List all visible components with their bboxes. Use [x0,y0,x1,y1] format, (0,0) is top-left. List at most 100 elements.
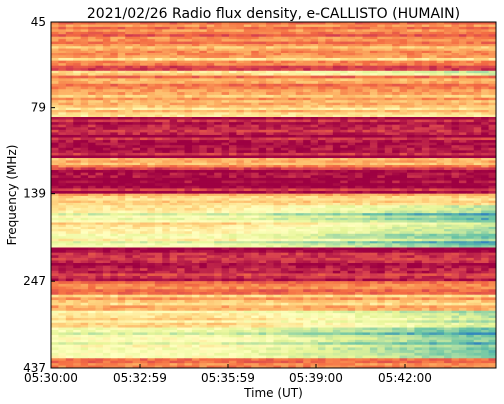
heatmap-cell [125,145,134,149]
heatmap-cell [229,215,238,219]
heatmap-cell [303,83,312,88]
heatmap-cell [347,155,356,159]
heatmap-cell [377,142,386,146]
heatmap-cell [280,92,289,96]
heatmap-cell [206,60,215,64]
heatmap-cell [221,83,230,88]
heatmap-cell [362,92,371,96]
heatmap-cell [429,46,438,50]
heatmap-cell [206,44,215,47]
heatmap-cell [414,65,423,69]
heatmap-cell [369,132,378,136]
heatmap-cell [481,170,490,174]
heatmap-cell [340,46,349,50]
heatmap-cell [199,177,208,182]
heatmap-cell [169,213,178,217]
heatmap-cell [154,63,163,67]
heatmap-cell [147,155,156,159]
heatmap-cell [310,160,319,164]
heatmap-cell [243,29,252,33]
heatmap-cell [318,224,327,228]
heatmap-cell [362,175,371,179]
heatmap-cell [295,41,304,45]
heatmap-cell [451,213,460,217]
heatmap-cell [132,41,141,45]
heatmap-cell [199,92,208,96]
heatmap-cell [377,132,386,136]
heatmap-cell [221,150,230,154]
heatmap-cell [325,34,334,38]
heatmap-cell [147,226,156,230]
heatmap-cell [229,44,238,47]
heatmap-cell [88,57,97,62]
heatmap-cell [191,188,200,192]
heatmap-cell [407,217,416,221]
heatmap-cell [177,29,186,33]
heatmap-cell [102,75,111,79]
heatmap-cell [221,177,230,182]
heatmap-cell [280,70,289,74]
heatmap-cell [199,170,208,174]
heatmap-cell [310,78,319,82]
heatmap-cell [369,50,378,54]
heatmap-cell [332,75,341,79]
heatmap-cell [58,112,67,116]
heatmap-cell [347,205,356,209]
heatmap-cell [251,152,260,157]
heatmap-cell [177,226,186,230]
heatmap-cell [169,162,178,166]
heatmap-cell [473,185,482,190]
heatmap-cell [95,48,104,52]
heatmap-cell [51,145,60,149]
heatmap-cell [65,177,74,182]
heatmap-cell [132,60,141,64]
heatmap-cell [451,34,460,38]
heatmap-cell [473,100,482,104]
heatmap-cell [377,83,386,88]
heatmap-cell [214,145,223,149]
heatmap-cell [362,81,371,85]
heatmap-cell [125,132,134,136]
heatmap-cell [295,55,304,59]
heatmap-cell [140,207,149,212]
heatmap-cell [310,65,319,69]
heatmap-cell [303,92,312,96]
heatmap-cell [318,109,327,113]
heatmap-cell [154,94,163,99]
heatmap-cell [140,63,149,67]
heatmap-cell [58,150,67,154]
heatmap-cell [355,48,364,52]
heatmap-cell [258,222,267,226]
heatmap-cell [214,137,223,141]
heatmap-cell [362,207,371,212]
heatmap-cell [162,134,171,139]
heatmap-cell [125,68,134,72]
heatmap-cell [117,167,126,171]
heatmap-cell [332,224,341,228]
heatmap-cell [177,60,186,64]
heatmap-cell [347,217,356,221]
heatmap-cell [221,217,230,221]
heatmap-cell [177,200,186,204]
heatmap-cell [488,50,496,54]
heatmap-cell [199,48,208,52]
heatmap-cell [51,70,60,74]
heatmap-cell [88,188,97,192]
heatmap-cell [140,107,149,111]
heatmap-cell [80,68,89,72]
heatmap-cell [266,81,275,85]
heatmap-cell [221,222,230,226]
heatmap-cell [154,198,163,202]
heatmap-cell [332,185,341,190]
heatmap-cell [117,147,126,151]
heatmap-cell [184,105,193,109]
heatmap-cell [466,210,475,214]
heatmap-cell [392,65,401,69]
heatmap-cell [162,114,171,118]
heatmap-cell [80,92,89,96]
heatmap-cell [147,89,156,93]
heatmap-cell [65,26,74,30]
heatmap-cell [288,160,297,164]
heatmap-cell [95,217,104,221]
heatmap-cell [221,53,230,56]
